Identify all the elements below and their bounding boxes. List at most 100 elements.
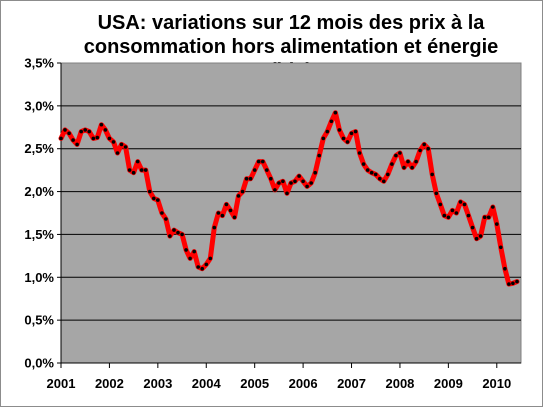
data-point xyxy=(256,159,261,164)
data-point xyxy=(361,162,366,166)
data-point xyxy=(59,136,63,141)
chart-title-line-1: USA: variations sur 12 mois des prix à l… xyxy=(97,12,485,34)
data-point xyxy=(160,211,164,215)
data-point xyxy=(83,128,87,132)
data-point xyxy=(466,213,471,218)
data-point xyxy=(386,172,390,177)
data-point xyxy=(382,179,386,184)
x-tick-label: 2004 xyxy=(192,376,222,391)
data-point xyxy=(71,138,75,142)
y-tick-label: 3,5% xyxy=(24,56,54,71)
data-point xyxy=(75,142,79,147)
x-tick-label: 2005 xyxy=(240,376,269,391)
data-point xyxy=(438,202,443,207)
data-point xyxy=(123,145,128,149)
data-point xyxy=(426,146,431,151)
data-point xyxy=(349,131,354,136)
data-point xyxy=(301,179,305,184)
data-point xyxy=(317,153,322,158)
data-point xyxy=(450,208,455,213)
data-point xyxy=(313,170,318,175)
data-point xyxy=(297,174,301,178)
data-point xyxy=(474,236,479,241)
y-tick-label: 3,0% xyxy=(24,98,54,113)
data-point xyxy=(406,159,410,164)
data-point xyxy=(454,211,459,215)
data-point xyxy=(208,256,213,261)
data-point xyxy=(115,151,120,155)
series-line xyxy=(58,110,520,287)
data-point xyxy=(462,202,467,207)
data-point xyxy=(143,168,148,172)
data-point xyxy=(261,159,265,164)
data-point xyxy=(337,128,342,132)
data-point xyxy=(107,136,112,141)
data-point xyxy=(200,266,204,271)
x-tick-label: 2007 xyxy=(337,376,366,391)
data-point xyxy=(196,265,200,269)
data-point xyxy=(220,213,225,218)
data-point xyxy=(434,191,439,196)
y-tick-label: 0,0% xyxy=(24,356,54,371)
data-point xyxy=(232,215,237,220)
data-point xyxy=(265,168,269,172)
data-point xyxy=(192,249,196,254)
x-tick-label: 2001 xyxy=(47,376,76,391)
x-tick-label: 2002 xyxy=(95,376,124,391)
y-tick-label: 2,0% xyxy=(24,184,54,199)
data-point xyxy=(378,176,382,181)
data-point xyxy=(430,172,435,177)
data-point xyxy=(289,181,293,185)
y-tick-label: 0,5% xyxy=(24,313,54,328)
data-point xyxy=(135,159,140,164)
data-point xyxy=(91,136,96,141)
data-point xyxy=(482,215,487,220)
data-point xyxy=(503,266,507,271)
data-point xyxy=(491,205,495,209)
x-tick-label: 2006 xyxy=(289,376,318,391)
data-point xyxy=(293,179,297,184)
data-point xyxy=(341,136,346,141)
data-point xyxy=(127,168,132,172)
data-point xyxy=(180,232,184,237)
y-tick-label: 2,5% xyxy=(24,141,54,156)
data-point xyxy=(390,162,394,166)
data-point xyxy=(281,179,285,184)
data-point xyxy=(478,234,483,238)
data-point xyxy=(345,140,350,144)
data-point xyxy=(511,281,515,286)
data-point xyxy=(131,170,136,175)
data-point xyxy=(188,256,192,261)
x-tick-label: 2010 xyxy=(482,376,511,391)
data-point xyxy=(458,200,463,204)
data-point xyxy=(63,128,67,132)
y-tick-label: 1,5% xyxy=(24,227,54,242)
data-point xyxy=(329,119,334,124)
data-point xyxy=(172,228,176,232)
data-point xyxy=(204,262,209,267)
data-point xyxy=(277,181,281,185)
data-point xyxy=(515,279,519,284)
data-point xyxy=(99,122,104,127)
data-point xyxy=(499,245,503,250)
data-point xyxy=(305,184,309,189)
data-point xyxy=(269,176,273,181)
data-point xyxy=(252,168,257,172)
data-point xyxy=(244,176,249,181)
data-point xyxy=(495,222,499,226)
data-point xyxy=(79,129,83,134)
data-point xyxy=(321,136,326,141)
data-point xyxy=(373,172,378,177)
data-point xyxy=(398,151,402,155)
data-point xyxy=(333,110,338,115)
data-point xyxy=(446,215,451,220)
data-point xyxy=(353,129,358,134)
data-point xyxy=(357,151,362,155)
y-tick-label: 1,0% xyxy=(24,270,54,285)
data-point xyxy=(184,248,188,252)
data-point xyxy=(148,189,152,194)
data-point xyxy=(442,213,447,218)
data-point xyxy=(103,128,108,132)
